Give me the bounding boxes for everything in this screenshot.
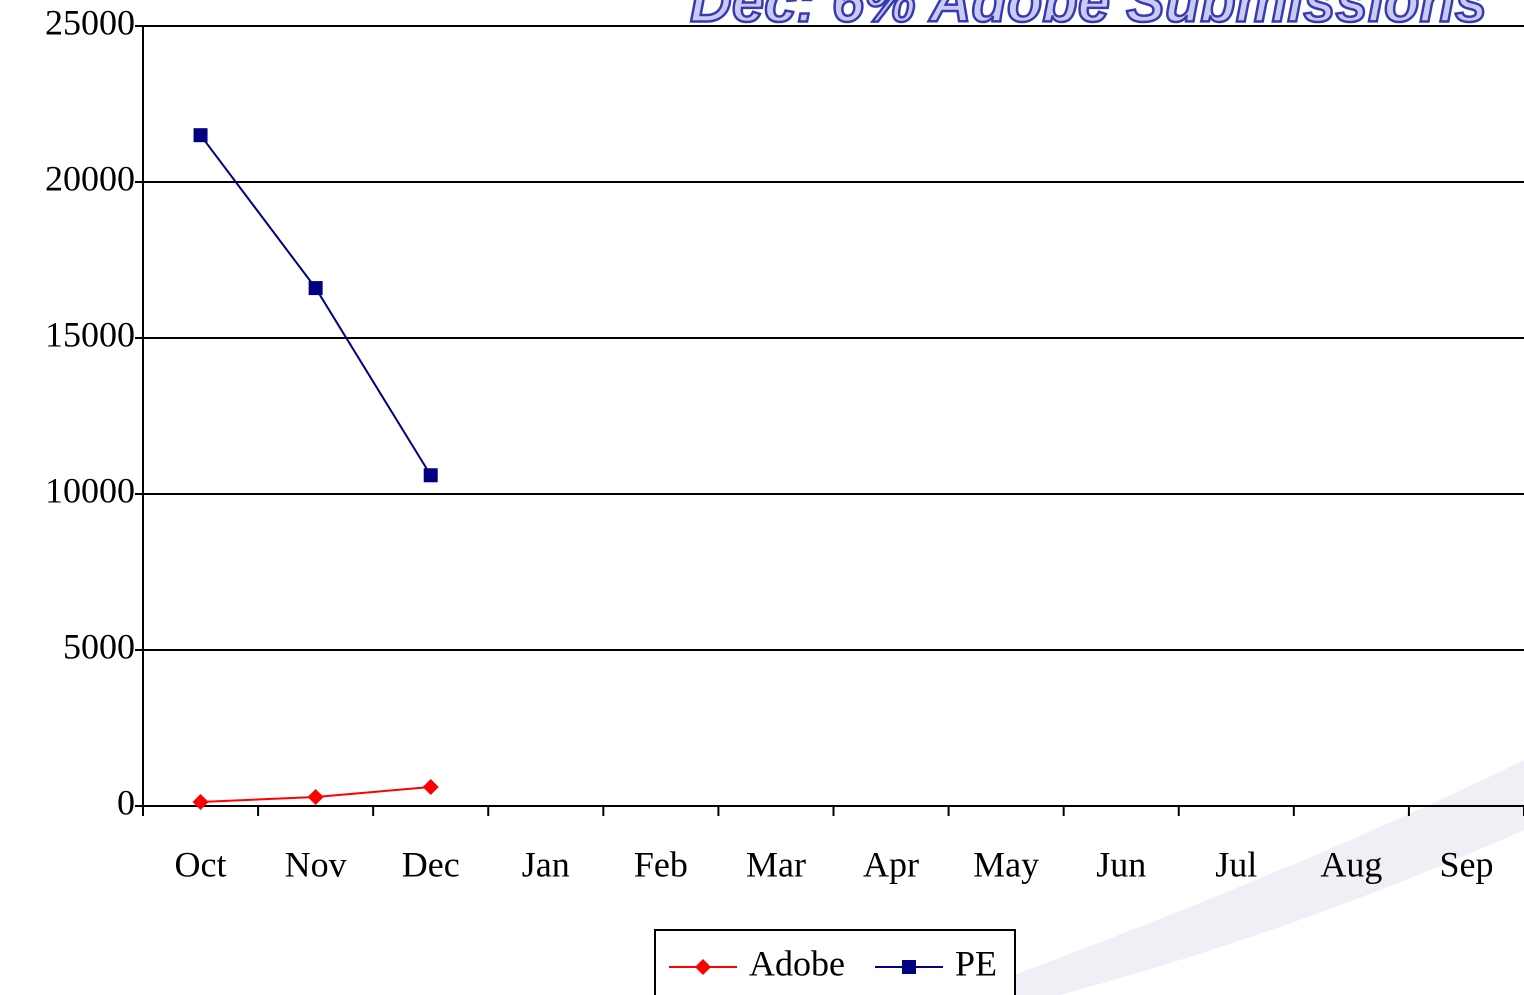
marker [423, 468, 438, 483]
legend-label: Adobe [749, 943, 845, 983]
marker [192, 793, 209, 810]
x-tick-label: Jun [1096, 844, 1146, 884]
x-tick-label: May [973, 844, 1039, 884]
series-line [199, 134, 432, 476]
x-tick-label: Mar [746, 844, 806, 884]
y-tick-label: 25000 [45, 2, 135, 42]
x-tick-label: Dec [402, 844, 460, 884]
marker [307, 788, 324, 805]
y-tick-label: 10000 [45, 470, 135, 510]
x-tick-label: Feb [634, 844, 688, 884]
x-tick-label: Sep [1439, 844, 1493, 884]
x-tick-label: Jan [522, 844, 570, 884]
legend-label: PE [955, 943, 997, 983]
marker [695, 959, 711, 975]
y-tick-label: 5000 [63, 626, 135, 666]
marker [308, 281, 323, 296]
marker [422, 778, 439, 795]
background-swoosh [960, 760, 1524, 995]
y-tick-label: 20000 [45, 158, 135, 198]
y-tick-label: 0 [117, 782, 135, 822]
marker [193, 128, 208, 143]
y-tick-label: 15000 [45, 314, 135, 354]
legend-box [654, 929, 1016, 995]
marker [901, 960, 916, 974]
x-tick-label: Apr [863, 844, 919, 884]
chart-title: Dec: 6% Adobe Submissions [690, 0, 1487, 34]
x-tick-label: Oct [175, 844, 227, 884]
x-tick-label: Jul [1215, 844, 1257, 884]
x-tick-label: Aug [1320, 844, 1382, 884]
x-tick-label: Nov [285, 844, 347, 884]
